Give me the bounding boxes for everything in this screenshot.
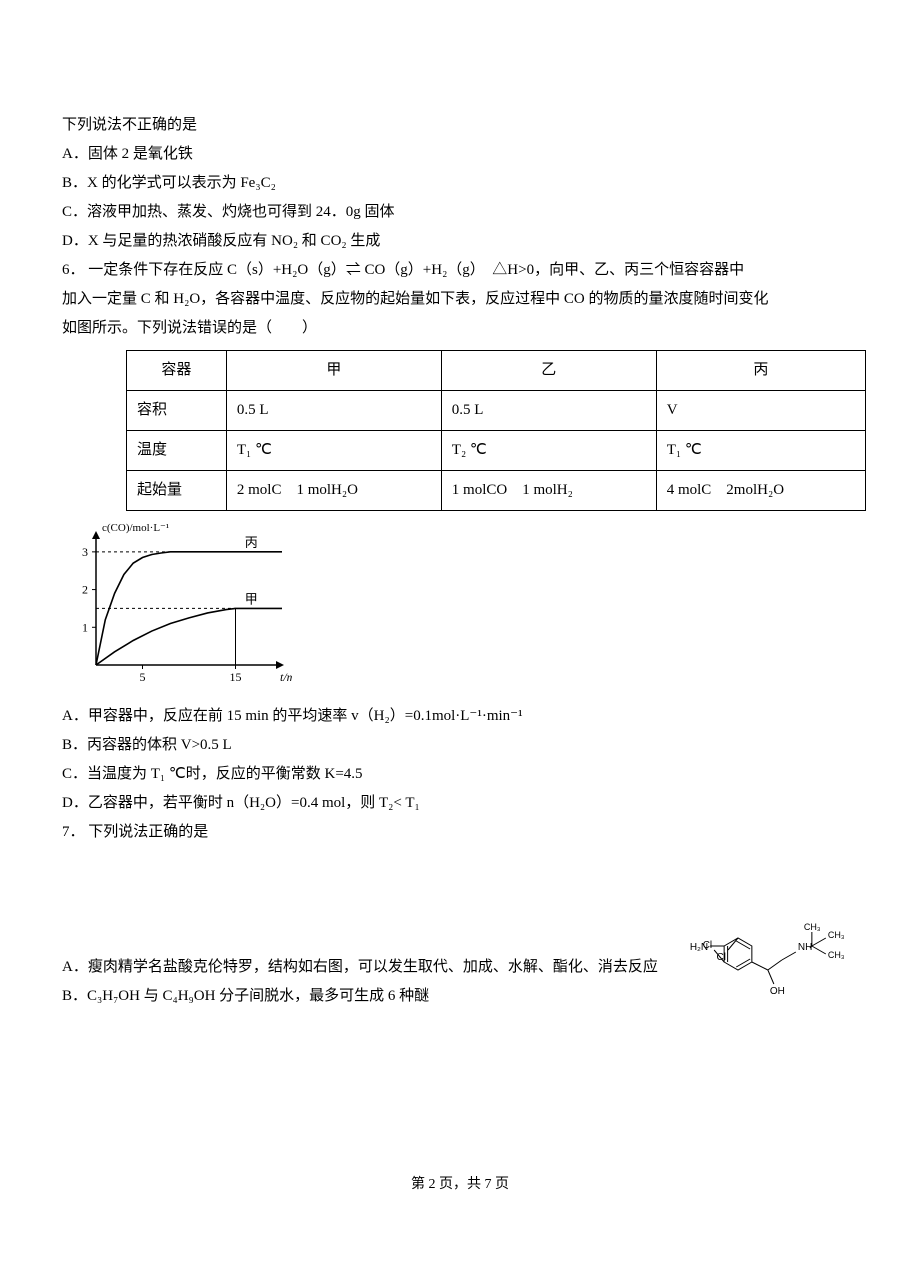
th-bing: 丙	[656, 351, 865, 391]
td-val: 0.5 L	[226, 391, 441, 431]
q5-option-c: C．溶液甲加热、蒸发、灼烧也可得到 24．0g 固体	[62, 199, 858, 226]
q6-option-d: D．乙容器中，若平衡时 n（H₂O）=0.4 mol，则 T₂< T₁	[62, 790, 858, 817]
svg-text:2: 2	[82, 583, 88, 597]
q5-prompt: 下列说法不正确的是	[62, 112, 858, 139]
q7-option-a: A．瘦肉精学名盐酸克伦特罗，结构如右图，可以发生取代、加成、水解、酯化、消去反应	[62, 954, 678, 981]
svg-text:CH₃: CH₃	[804, 922, 821, 932]
page-footer: 第 2 页，共 7 页	[62, 1172, 858, 1197]
td-label: 起始量	[127, 471, 227, 511]
td-val: V	[656, 391, 865, 431]
table-header-row: 容器 甲 乙 丙	[127, 351, 866, 391]
svg-text:t/min: t/min	[280, 670, 292, 684]
svg-text:甲: 甲	[245, 591, 258, 606]
footer-text: 第	[411, 1177, 429, 1192]
table-row: 起始量 2 molC 1 molH₂O 1 molCO 1 molH₂ 4 mo…	[127, 471, 866, 511]
table-row: 温度 T₁ ℃ T₂ ℃ T₁ ℃	[127, 431, 866, 471]
q6-chart: 1 2 3 5 15 c(CO)/mol·L⁻¹ t/min 丙甲	[62, 519, 858, 699]
svg-text:1: 1	[82, 620, 88, 634]
svg-text:15: 15	[230, 670, 242, 684]
svg-text:3: 3	[82, 545, 88, 559]
q7-option-b: B．C₃H₇OH 与 C₄H₉OH 分子间脱水，最多可生成 6 种醚	[62, 983, 678, 1010]
td-val: 4 molC 2molH₂O	[656, 471, 865, 511]
td-label: 温度	[127, 431, 227, 471]
td-val: 2 molC 1 molH₂O	[226, 471, 441, 511]
concentration-time-chart: 1 2 3 5 15 c(CO)/mol·L⁻¹ t/min 丙甲	[62, 519, 292, 689]
td-val: T₁ ℃	[226, 431, 441, 471]
footer-total: 7	[485, 1177, 492, 1192]
footer-text: 页，共	[436, 1177, 485, 1192]
svg-text:Cl: Cl	[703, 940, 712, 951]
table-row: 容积 0.5 L 0.5 L V	[127, 391, 866, 431]
th-jia: 甲	[226, 351, 441, 391]
q5-option-d: D．X 与足量的热浓硝酸反应有 NO₂ 和 CO₂ 生成	[62, 228, 858, 255]
svg-text:Cl: Cl	[717, 952, 726, 963]
svg-text:c(CO)/mol·L⁻¹: c(CO)/mol·L⁻¹	[102, 522, 169, 534]
q7-stem: 7． 下列说法正确的是	[62, 819, 858, 846]
q6-stem-line2: 加入一定量 C 和 H₂O，各容器中温度、反应物的起始量如下表，反应过程中 CO…	[62, 286, 858, 313]
td-val: T₁ ℃	[656, 431, 865, 471]
q6-option-c: C．当温度为 T₁ ℃时，反应的平衡常数 K=4.5	[62, 761, 858, 788]
svg-text:CH₃: CH₃	[828, 950, 845, 960]
th-yi: 乙	[441, 351, 656, 391]
svg-text:5: 5	[140, 670, 146, 684]
td-val: 1 molCO 1 molH₂	[441, 471, 656, 511]
clenbuterol-structure: H₂NClClNHOHCH₃CH₃CH₃	[688, 884, 858, 1012]
th-container: 容器	[127, 351, 227, 391]
q6-stem-line1: 6． 一定条件下存在反应 C（s）+H₂O（g）⇌ CO（g）+H₂（g） △H…	[62, 257, 858, 284]
q6-stem-line3: 如图所示。下列说法错误的是（ ）	[62, 315, 858, 342]
svg-text:OH: OH	[770, 986, 785, 997]
td-val: T₂ ℃	[441, 431, 656, 471]
td-label: 容积	[127, 391, 227, 431]
q6-option-a: A．甲容器中，反应在前 15 min 的平均速率 v（H₂）=0.1mol·L⁻…	[62, 703, 858, 730]
q6-option-b: B．丙容器的体积 V>0.5 L	[62, 732, 858, 759]
footer-text: 页	[492, 1177, 510, 1192]
q6-table: 容器 甲 乙 丙 容积 0.5 L 0.5 L V 温度 T₁ ℃ T₂ ℃ T…	[126, 350, 866, 511]
svg-text:CH₃: CH₃	[828, 930, 845, 940]
q5-option-b: B．X 的化学式可以表示为 Fe₃C₂	[62, 170, 858, 197]
footer-page: 2	[429, 1177, 436, 1192]
td-val: 0.5 L	[441, 391, 656, 431]
svg-text:丙: 丙	[245, 535, 258, 550]
q5-option-a: A．固体 2 是氧化铁	[62, 141, 858, 168]
